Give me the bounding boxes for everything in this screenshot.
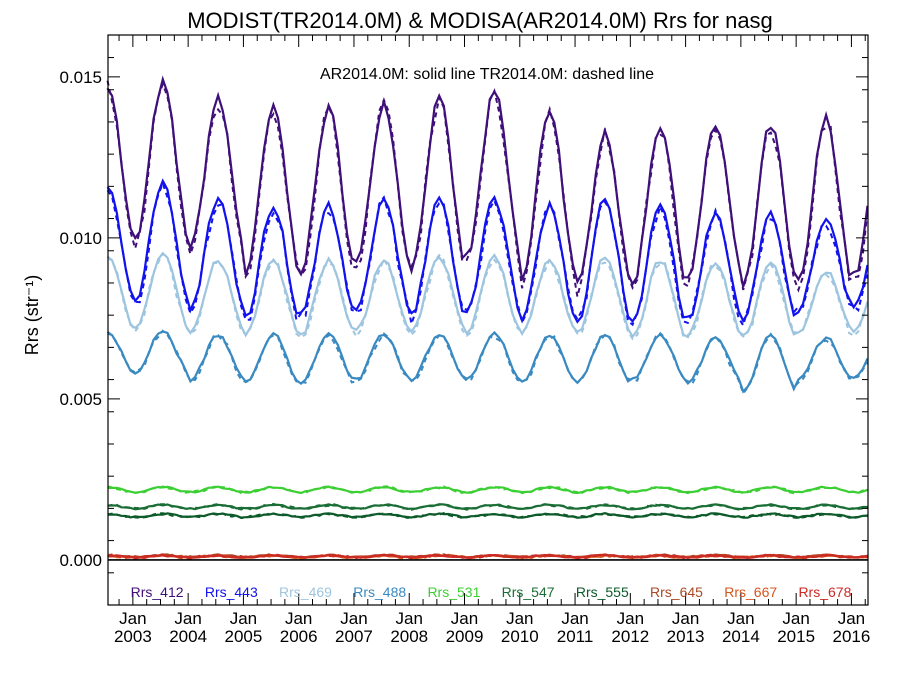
plot-frame (107, 34, 869, 606)
legend: Rrs_412 Rrs_443 Rrs_469 Rrs_488 Rrs_531 Rrs_5… (131, 584, 852, 600)
x-tick-label-month: Jan (561, 609, 588, 628)
x-tick-label-year: 2007 (335, 627, 373, 646)
series-line-solid-Rrs_443 (106, 178, 869, 324)
x-tick-label-year: 2004 (169, 627, 207, 646)
x-tick-label-year: 2008 (390, 627, 428, 646)
series-line-solid-Rrs_469 (106, 251, 869, 339)
x-tick-label-year: 2016 (833, 627, 871, 646)
series-line-solid-Rrs_531 (107, 485, 868, 495)
x-tick-label-year: 2006 (280, 627, 318, 646)
x-tick-label-month: Jan (174, 609, 201, 628)
y-tick-label: 0.005 (59, 390, 102, 409)
x-tick-label-year: 2012 (611, 627, 649, 646)
series-line-solid-Rrs_488 (107, 330, 869, 394)
y-tick-label: 0.015 (59, 68, 102, 87)
chart-title: MODIST(TR2014.0M) & MODISA(AR2014.0M) Rr… (187, 8, 773, 33)
x-tick-label-month: Jan (672, 609, 699, 628)
axes-layer: 0.0000.0050.0100.015Jan2003Jan2004Jan200… (59, 34, 871, 646)
x-tick-label-month: Jan (119, 609, 146, 628)
x-tick-label-month: Jan (340, 609, 367, 628)
x-tick-label-year: 2011 (557, 627, 594, 646)
legend-entry-Rrs_488: Rrs_488 (353, 584, 406, 600)
x-tick-label-month: Jan (285, 609, 312, 628)
legend-entry-Rrs_547: Rrs_547 (502, 584, 555, 600)
legend-entry-Rrs_443: Rrs_443 (205, 584, 258, 600)
x-tick-label-year: 2014 (722, 627, 760, 646)
series-line-dashed-Rrs_443 (106, 180, 869, 328)
legend-entry-Rrs_678: Rrs_678 (798, 584, 851, 600)
y-tick-label: 0.010 (59, 229, 102, 248)
chart-annotation: AR2014.0M: solid line TR2014.0M: dashed … (320, 66, 654, 83)
legend-entry-Rrs_667: Rrs_667 (724, 584, 777, 600)
x-tick-label-month: Jan (727, 609, 754, 628)
x-tick-label-month: Jan (617, 609, 644, 628)
x-tick-label-month: Jan (396, 609, 423, 628)
series-line-solid-Rrs_547 (107, 503, 868, 511)
y-tick-label: 0.000 (59, 551, 102, 570)
series-line-solid-Rrs_555 (107, 512, 868, 519)
series-line-solid-Rrs_678 (107, 553, 868, 560)
y-axis-label: Rrs (str⁻¹) (22, 275, 42, 355)
series-layer (106, 75, 869, 560)
legend-entry-Rrs_469: Rrs_469 (279, 584, 332, 600)
x-tick-label-year: 2010 (501, 627, 539, 646)
x-tick-label-month: Jan (838, 609, 865, 628)
x-tick-label-year: 2005 (225, 627, 263, 646)
x-tick-label-year: 2015 (777, 627, 815, 646)
x-tick-label-year: 2009 (446, 627, 484, 646)
legend-entry-Rrs_645: Rrs_645 (650, 584, 703, 600)
legend-entry-Rrs_555: Rrs_555 (576, 584, 629, 600)
legend-entry-Rrs_412: Rrs_412 (131, 584, 184, 600)
x-tick-label-month: Jan (230, 609, 257, 628)
x-tick-label-month: Jan (506, 609, 533, 628)
x-tick-label-year: 2003 (114, 627, 152, 646)
legend-entry-Rrs_531: Rrs_531 (427, 584, 480, 600)
x-tick-label-year: 2013 (667, 627, 705, 646)
x-tick-label-month: Jan (451, 609, 478, 628)
x-tick-label-month: Jan (782, 609, 809, 628)
series-line-solid-Rrs_412 (106, 75, 869, 288)
